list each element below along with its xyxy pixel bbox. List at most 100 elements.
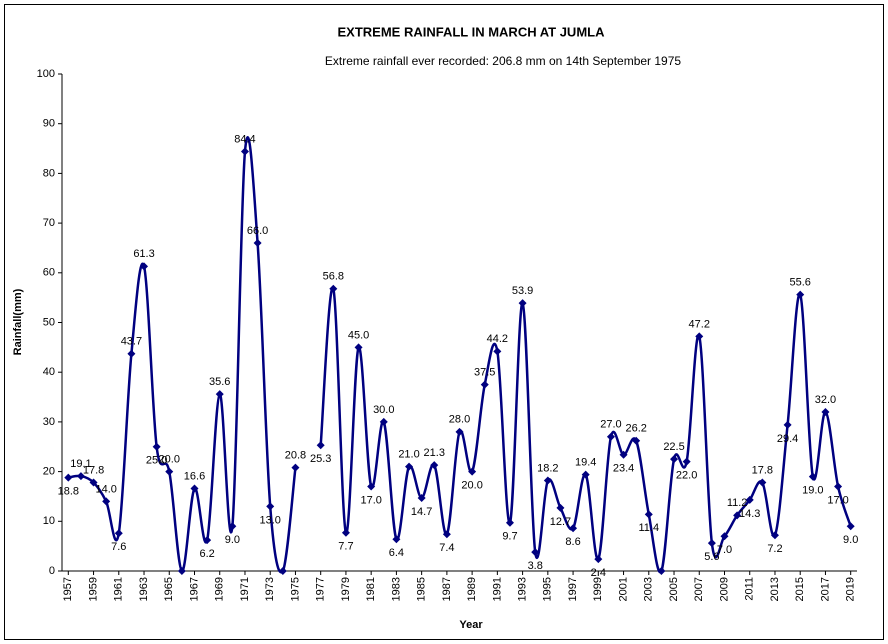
data-label: 7.4 <box>439 542 454 554</box>
y-tick-label: 100 <box>37 68 55 80</box>
data-label: 53.9 <box>512 285 533 297</box>
data-label: 47.2 <box>689 318 710 330</box>
x-tick-label: 2005 <box>668 577 680 601</box>
data-point <box>354 343 363 352</box>
data-point <box>657 567 666 575</box>
data-label: 18.8 <box>58 485 79 497</box>
data-label: 7.2 <box>767 543 782 555</box>
data-label: 19.4 <box>575 456 596 468</box>
x-tick-label: 1987 <box>441 577 453 601</box>
data-label: 13.0 <box>260 514 281 526</box>
x-tick-label: 2015 <box>794 577 806 601</box>
x-tick-label: 1969 <box>214 577 226 601</box>
data-label: 19.1 <box>70 458 91 470</box>
data-point <box>215 390 224 399</box>
data-point <box>140 262 149 271</box>
x-tick-label: 1971 <box>239 577 251 601</box>
data-label: 3.8 <box>528 560 543 572</box>
data-label: 84.4 <box>234 133 255 145</box>
data-label: 16.6 <box>184 470 205 482</box>
y-tick-label: 90 <box>43 118 55 130</box>
x-tick-label: 1991 <box>491 577 503 601</box>
data-label: 9.7 <box>502 531 517 543</box>
x-tick-label: 1997 <box>567 577 579 601</box>
data-label: 7.7 <box>338 541 353 553</box>
data-label: 32.0 <box>815 394 836 406</box>
data-label: 7.0 <box>717 544 732 556</box>
data-point <box>821 407 830 416</box>
data-label: 6.2 <box>199 548 214 560</box>
data-label: 20.0 <box>159 454 180 466</box>
data-point <box>733 511 742 520</box>
chart-title: EXTREME RAINFALL IN MARCH AT JUMLA <box>338 24 606 39</box>
data-point <box>278 567 287 575</box>
data-point <box>102 497 111 506</box>
data-point <box>758 478 767 487</box>
x-tick-label: 2001 <box>617 577 629 601</box>
data-point <box>594 555 603 564</box>
data-point <box>644 510 653 519</box>
data-label: 6.4 <box>389 547 404 559</box>
data-point <box>846 522 855 531</box>
data-point <box>569 524 578 533</box>
x-tick-label: 1959 <box>87 577 99 601</box>
data-point <box>442 530 451 539</box>
data-label: 5.6 <box>704 551 719 563</box>
data-point <box>808 472 817 481</box>
data-point <box>682 457 691 466</box>
data-point <box>468 467 477 476</box>
data-label: 14.0 <box>95 483 116 495</box>
data-label: 29.4 <box>777 433 798 445</box>
x-tick-label: 1967 <box>188 577 200 601</box>
x-tick-label: 1961 <box>113 577 125 601</box>
y-axis-label: Rainfall(mm) <box>12 288 24 355</box>
data-label: 22.0 <box>676 470 697 482</box>
data-label: 37.5 <box>474 367 495 379</box>
y-tick-label: 80 <box>43 167 55 179</box>
data-label: 11.2 <box>727 497 748 509</box>
data-label: 17.0 <box>360 494 381 506</box>
data-point <box>430 461 439 470</box>
data-point <box>720 532 729 541</box>
data-label: 44.2 <box>487 333 508 345</box>
data-point <box>89 478 98 487</box>
data-point <box>392 535 401 544</box>
data-point <box>606 432 615 441</box>
data-point <box>152 442 161 451</box>
x-axis-label: Year <box>459 619 483 631</box>
x-tick-label: 2007 <box>693 577 705 601</box>
data-point <box>190 484 199 493</box>
x-tick-label: 1993 <box>517 577 529 601</box>
x-tick-label: 2013 <box>769 577 781 601</box>
chart-subtitle: Extreme rainfall ever recorded: 206.8 mm… <box>325 54 682 68</box>
data-point <box>266 502 275 511</box>
x-tick-label: 2017 <box>819 577 831 601</box>
data-point <box>783 420 792 429</box>
x-tick-label: 2003 <box>643 577 655 601</box>
x-tick-label: 1973 <box>264 577 276 601</box>
data-label: 7.6 <box>111 541 126 553</box>
data-point <box>834 482 843 491</box>
data-label: 66.0 <box>247 225 268 237</box>
data-label: 8.6 <box>565 536 580 548</box>
data-label: 21.0 <box>398 449 419 461</box>
data-point <box>76 472 85 481</box>
y-tick-label: 60 <box>43 267 55 279</box>
x-tick-label: 2009 <box>718 577 730 601</box>
data-point <box>455 427 464 436</box>
x-tick-label: 1979 <box>340 577 352 601</box>
data-label: 20.0 <box>461 480 482 492</box>
data-label: 12.7 <box>550 516 571 528</box>
x-tick-label: 1981 <box>365 577 377 601</box>
data-point <box>417 493 426 502</box>
data-point <box>329 284 338 293</box>
data-label: 45.0 <box>348 329 369 341</box>
data-label: 26.2 <box>625 423 646 435</box>
x-tick-label: 1957 <box>62 577 74 601</box>
data-label: 14.7 <box>411 506 432 518</box>
data-label: 11.4 <box>638 522 659 534</box>
data-point <box>64 473 73 482</box>
data-label: 25.0 <box>146 455 167 467</box>
data-point <box>670 455 679 464</box>
